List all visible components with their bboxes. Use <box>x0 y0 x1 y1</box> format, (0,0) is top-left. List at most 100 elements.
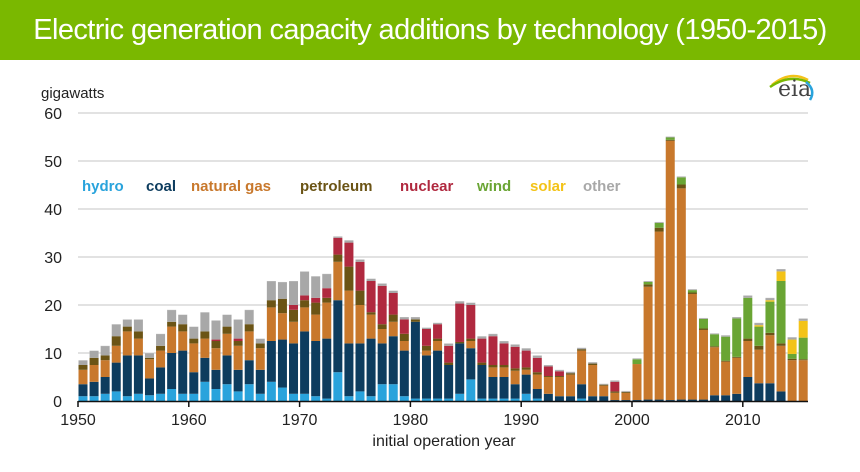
bar-segment-nuclear <box>344 242 354 267</box>
bar-segment-natural-gas <box>266 307 276 341</box>
bar-cap <box>510 343 520 345</box>
bar-segment-petroleum <box>566 373 576 375</box>
bar-segment-other <box>377 283 387 286</box>
bar-segment-coal <box>266 341 276 382</box>
bar-segment-natural-gas <box>78 369 88 385</box>
bar-segment-natural-gas <box>466 341 476 349</box>
bar-cap <box>687 288 697 290</box>
bar-segment-petroleum <box>211 341 221 349</box>
bar-segment-other <box>732 317 742 319</box>
bar-segment-other <box>798 318 808 321</box>
gridlines <box>78 112 808 354</box>
bar-segment-petroleum <box>421 345 431 351</box>
y-tick-labels: 0 10 20 30 40 50 60 <box>44 106 62 411</box>
bar-segment-other <box>333 236 343 238</box>
bar-segment-other <box>765 297 775 301</box>
bar-segment-wind <box>743 297 753 339</box>
bar-stack <box>78 359 88 401</box>
bar-cap <box>156 333 166 335</box>
bar-segment-hydro <box>499 398 509 401</box>
bar-segment-natural-gas <box>333 261 343 301</box>
bar-stack <box>444 342 454 401</box>
bar-segment-other <box>289 281 299 305</box>
bar-cap <box>333 235 343 237</box>
legend-item-hydro: hydro <box>82 178 124 195</box>
bar-segment-natural-gas <box>377 329 387 344</box>
bar-cap <box>178 313 188 315</box>
bar-segment-petroleum <box>787 358 797 361</box>
bar-segment-coal <box>366 338 376 397</box>
bar-segment-other <box>577 347 587 350</box>
bar-stack <box>133 318 143 401</box>
bar-segment-petroleum <box>477 362 487 365</box>
bar-segment-natural-gas <box>111 345 121 363</box>
bar-segment-petroleum <box>300 300 310 308</box>
bar-stack <box>566 370 576 401</box>
bar-stack <box>577 346 587 401</box>
bar-segment-coal <box>510 384 520 399</box>
bar-stack <box>255 337 265 401</box>
bar-segment-other <box>233 319 243 339</box>
bar-stack <box>676 175 686 401</box>
bar-segment-hydro <box>388 384 398 401</box>
bar-stack <box>222 313 232 401</box>
bar-segment-other <box>543 365 553 367</box>
bar-segment-coal <box>632 400 642 401</box>
bar-segment-coal <box>532 389 542 399</box>
bar-segment-hydro <box>488 398 498 401</box>
bar-segment-natural-gas <box>144 359 154 379</box>
bar-segment-petroleum <box>643 284 653 287</box>
bar-segment-natural-gas <box>754 349 764 384</box>
bar-stack <box>798 317 808 401</box>
bar-segment-other <box>156 333 166 346</box>
bar-cap <box>111 323 121 325</box>
bar-segment-coal <box>444 365 454 399</box>
legend-item-wind: wind <box>476 178 511 195</box>
bar-segment-natural-gas <box>178 331 188 351</box>
bar-segment-petroleum <box>599 384 609 386</box>
bar-segment-hydro <box>211 389 221 401</box>
bar-segment-natural-gas <box>488 367 498 377</box>
bar-stack <box>421 326 431 401</box>
bar-stack <box>266 280 276 401</box>
bar-segment-hydro <box>122 396 132 401</box>
bar-segment-coal <box>599 396 609 401</box>
bar-cap <box>643 280 653 282</box>
bar-segment-other <box>178 314 188 325</box>
bar-stack <box>410 316 420 401</box>
bar-segment-natural-gas <box>133 338 143 356</box>
bar-cap <box>554 369 564 371</box>
bar-segment-petroleum <box>588 363 598 365</box>
bar-segment-petroleum <box>455 341 465 344</box>
bar-segment-petroleum <box>676 184 686 189</box>
bar-segment-petroleum <box>732 356 742 358</box>
y-tick-label: 10 <box>44 346 62 363</box>
bar-segment-natural-gas <box>698 329 708 400</box>
bar-segment-other <box>144 353 154 358</box>
bar-segment-other <box>255 338 265 344</box>
bar-segment-natural-gas <box>499 367 509 377</box>
bar-cap <box>100 345 110 347</box>
bar-segment-coal <box>255 369 265 394</box>
bar-segment-petroleum <box>200 331 210 339</box>
bar-segment-coal <box>410 321 420 399</box>
bar-segment-nuclear <box>366 281 376 313</box>
bar-stack <box>643 280 653 401</box>
bar-segment-nuclear <box>433 324 443 339</box>
bar-segment-coal <box>178 350 188 394</box>
bar-segment-natural-gas <box>244 331 254 361</box>
bar-segment-coal <box>156 367 166 394</box>
bar-segment-other <box>710 333 720 335</box>
bar-segment-nuclear <box>466 305 476 339</box>
bar-stack <box>776 268 786 401</box>
bar-cap <box>233 318 243 320</box>
bar-segment-hydro <box>189 393 199 401</box>
bar-segment-other <box>510 344 520 347</box>
bar-segment-petroleum <box>510 368 520 371</box>
bar-cap <box>743 294 753 296</box>
bar-segment-other <box>643 281 653 282</box>
bar-segment-hydro <box>289 393 299 401</box>
bar-segment-hydro <box>366 396 376 401</box>
bar-segment-petroleum <box>266 300 276 308</box>
bar-segment-other <box>167 309 177 322</box>
